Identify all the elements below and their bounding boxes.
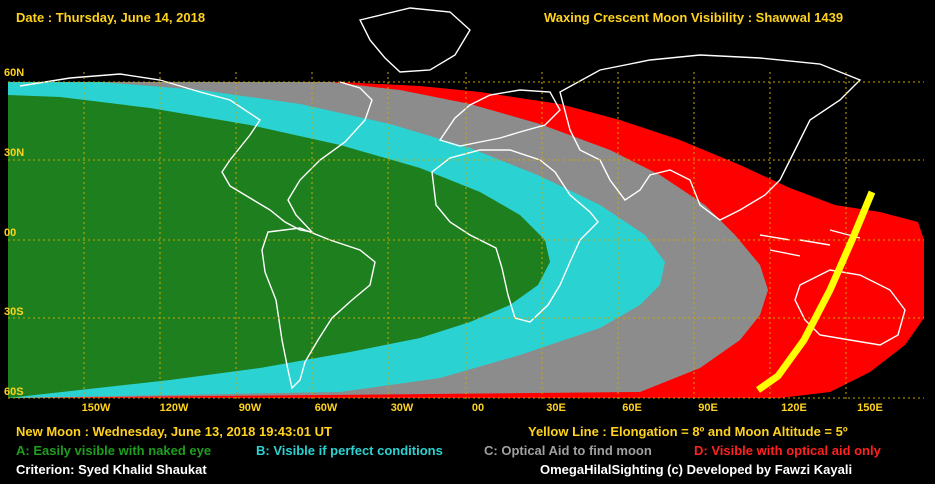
lon-label-150w: 150W (81, 402, 111, 414)
asia-coast (559, 54, 862, 221)
date-label: Date : Thursday, June 14, 2018 (16, 10, 206, 25)
zone-a-naked-eye (8, 95, 550, 398)
lon-label-00: 00 (471, 402, 485, 414)
lat-label-30n: 30N (4, 147, 25, 159)
lat-label-00: 00 (4, 227, 17, 239)
legend-a: A: Easily visible with naked eye (16, 443, 212, 458)
lat-label-30s: 30S (4, 306, 24, 318)
lon-label-60w: 60W (314, 402, 338, 414)
south-america-coast (261, 227, 376, 390)
coastlines (19, 7, 906, 390)
lon-label-30w: 30W (390, 402, 414, 414)
new-moon-label: New Moon : Wednesday, June 13, 2018 19:4… (16, 424, 332, 439)
legend-d: D: Visible with optical aid only (694, 443, 881, 458)
lon-label-90e: 90E (698, 402, 718, 414)
legend-b: B: Visible if perfect conditions (256, 443, 443, 458)
yellow-line-label: Yellow Line : Elongation = 8º and Moon A… (528, 424, 848, 439)
lon-label-150e: 150E (857, 402, 883, 414)
criterion-label: Criterion: Syed Khalid Shaukat (16, 462, 207, 477)
lon-label-90w: 90W (238, 402, 262, 414)
north-america-coast (19, 73, 373, 234)
map-title: Waxing Crescent Moon Visibility : Shawwa… (544, 10, 844, 25)
lat-label-60s: 60S (4, 386, 24, 398)
lat-label-60n: 60N (4, 67, 25, 79)
credit-label: OmegaHilalSighting (c) Developed by Fawz… (540, 462, 853, 477)
visibility-zones (8, 82, 924, 398)
lon-label-120e: 120E (781, 402, 807, 414)
lon-label-120w: 120W (159, 402, 189, 414)
australia-coast (794, 269, 906, 346)
legend-c: C: Optical Aid to find moon (484, 443, 652, 458)
elongation-line (755, 190, 876, 393)
lon-label-60e: 60E (622, 402, 642, 414)
indonesia-islands (759, 229, 861, 257)
lon-label-30e: 30E (546, 402, 566, 414)
greenland-coast (358, 7, 471, 73)
africa-coast (431, 149, 599, 323)
europe-coast (438, 89, 561, 147)
